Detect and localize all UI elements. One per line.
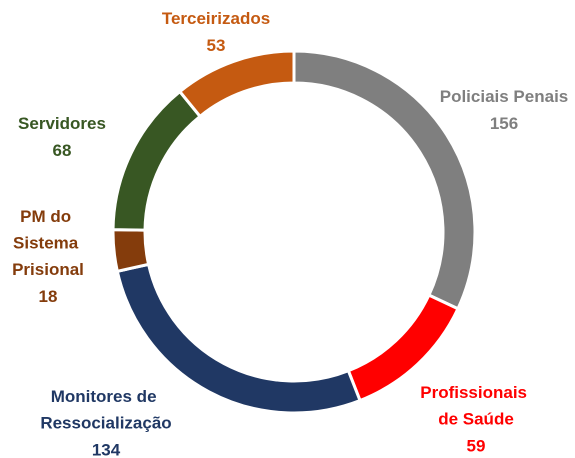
value-label: 68: [53, 141, 72, 160]
label-line: PM do: [20, 207, 76, 226]
value-label: 134: [92, 440, 121, 458]
label-line: Terceirizados: [162, 9, 270, 28]
category-label: Terceirizados: [162, 9, 270, 28]
category-label: Monitores de Ressocialização: [40, 387, 171, 433]
category-label: Profissionais de Saúde: [420, 383, 531, 429]
value-label: 53: [207, 36, 226, 55]
label-line: Ressocialização: [40, 414, 171, 433]
label-line: Policiais Penais: [440, 87, 569, 106]
category-label: PM do Sistema Prisional: [12, 207, 84, 279]
value-label: 59: [467, 436, 486, 455]
label-line: Profissionais: [420, 383, 531, 402]
category-label: Policiais Penais: [440, 87, 569, 106]
value-label: 18: [39, 287, 58, 306]
label-line: de Saúde: [438, 410, 514, 429]
label-line: Sistema: [13, 234, 83, 253]
label-line: Servidores: [18, 114, 106, 133]
donut-segment: [111, 228, 151, 274]
label-line: Prisional: [12, 260, 84, 279]
value-label: 156: [490, 114, 518, 133]
category-label: Servidores: [18, 114, 106, 133]
donut-segment: [111, 89, 203, 232]
donut-segment: [177, 49, 296, 119]
label-line: Monitores de: [51, 387, 162, 406]
